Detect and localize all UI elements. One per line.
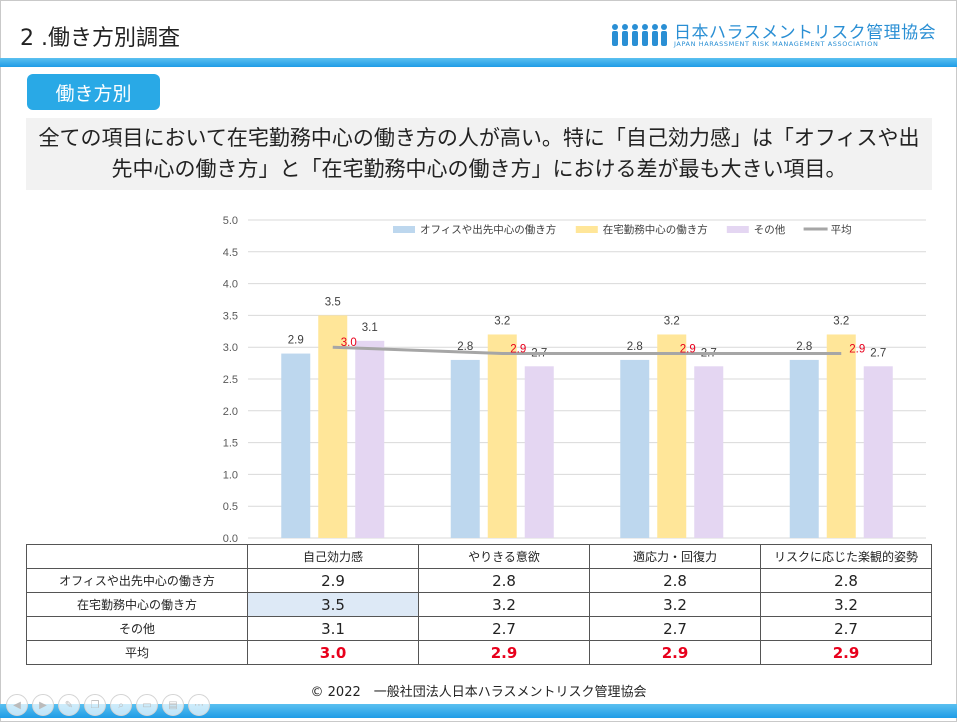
row-label: その他 [26, 616, 248, 641]
notes-icon[interactable]: ▤ [162, 694, 184, 716]
bar-chart: 0.0 0.5 1.0 1.5 2.0 2.5 3.0 3.5 4.0 4.5 5.0 2.9 3.5 3… [223, 215, 926, 545]
bar-office [620, 359, 650, 538]
section-tag: 働き方別 [27, 74, 160, 110]
y-tick-label: 2.5 [223, 374, 238, 386]
table-cell-highlighted: 3.5 [247, 592, 419, 617]
table-cell: 2.7 [760, 616, 932, 641]
bar-other [355, 340, 385, 538]
table-row: オフィスや出先中心の働き方 2.9 2.8 2.8 2.8 [26, 568, 932, 593]
summary-line-2: 先中心の働き方」と「在宅勤務中心の働き方」における差が最も大きい項目。 [111, 157, 847, 181]
bar-remote [318, 315, 348, 538]
table-cell: 3.2 [760, 592, 932, 617]
bar-data-label: 2.8 [627, 341, 643, 353]
more-icon[interactable]: ⋯ [188, 694, 210, 716]
table-cell: 2.7 [589, 616, 761, 641]
copyright-footer: © 2022 一般社団法人日本ハラスメントリスク管理協会 [310, 685, 647, 700]
legend-swatch [575, 226, 598, 233]
y-tick-label: 1.5 [223, 438, 238, 450]
table-row: 在宅勤務中心の働き方 3.5 3.2 3.2 3.2 [26, 592, 932, 617]
y-tick-label: 2.0 [223, 406, 238, 418]
average-data-label: 3.0 [341, 337, 357, 349]
average-data-label: 2.9 [849, 344, 865, 356]
logo-name: 日本ハラスメントリスク管理協会 [674, 23, 937, 43]
bar-data-label: 3.2 [494, 315, 510, 327]
page-title: 2 .働き方別調査 [20, 26, 180, 51]
table-cell: 2.9 [760, 640, 932, 665]
row-label: オフィスや出先中心の働き方 [26, 568, 248, 593]
table-header-row: 自己効力感 やりきる意欲 適応力・回復力 リスクに応じた楽観的姿勢 [26, 544, 932, 569]
summary-line-1: 全ての項目において在宅勤務中心の働き方の人が高い。特に「自己効力感」は「オフィス… [38, 126, 920, 150]
bar-office [281, 353, 311, 538]
table-header-cell: 適応力・回復力 [589, 544, 761, 569]
bar-data-label: 3.5 [325, 296, 341, 308]
bar-data-label: 3.2 [664, 315, 680, 327]
header-bar [0, 58, 957, 67]
bar-office [450, 359, 480, 538]
slides-icon[interactable]: ▭ [136, 694, 158, 716]
association-logo: 日本ハラスメントリスク管理協会 JAPAN HARASSMENT RISK MA… [610, 18, 940, 52]
table-cell: 2.9 [418, 640, 590, 665]
slideshow-controls: ◀ ▶ ✎ ❐ ⌕ ▭ ▤ ⋯ [6, 694, 210, 716]
average-data-label: 2.9 [680, 344, 696, 356]
row-label: 平均 [26, 640, 248, 665]
table-header-cell: リスクに応じた楽観的姿勢 [760, 544, 932, 569]
table-cell: 2.9 [247, 568, 419, 593]
table-cell: 3.2 [589, 592, 761, 617]
legend-swatch [393, 226, 415, 233]
table-cell: 3.0 [247, 640, 419, 665]
people-logo-icon [612, 24, 667, 46]
y-tick-label: 4.0 [223, 279, 238, 291]
table-corner-cell [26, 544, 248, 569]
legend-label: 在宅勤務中心の働き方 [603, 223, 708, 236]
row-label: 在宅勤務中心の働き方 [26, 592, 248, 617]
bar-other [524, 366, 554, 538]
legend-label: 平均 [831, 224, 852, 236]
table-cell: 2.8 [589, 568, 761, 593]
table-row: その他 3.1 2.7 2.7 2.7 [26, 616, 932, 641]
bar-data-label: 3.2 [833, 315, 849, 327]
bar-remote [826, 334, 856, 538]
bar-other [694, 366, 724, 538]
bar-data-label: 2.8 [457, 341, 473, 353]
table-cell: 2.8 [760, 568, 932, 593]
y-tick-label: 0.0 [223, 533, 238, 545]
bar-other [863, 366, 893, 538]
y-tick-label: 0.5 [223, 501, 238, 513]
y-tick-label: 4.5 [223, 247, 238, 259]
table-cell: 2.7 [418, 616, 590, 641]
copy-icon[interactable]: ❐ [84, 694, 106, 716]
prev-icon[interactable]: ◀ [6, 694, 28, 716]
bar-data-label: 2.7 [870, 347, 886, 359]
footer-bar [0, 704, 957, 718]
next-icon[interactable]: ▶ [32, 694, 54, 716]
table-row-average: 平均 3.0 2.9 2.9 2.9 [26, 640, 932, 665]
bar-office [789, 359, 819, 538]
zoom-icon[interactable]: ⌕ [110, 694, 132, 716]
summary-box: 全ての項目において在宅勤務中心の働き方の人が高い。特に「自己効力感」は「オフィス… [26, 118, 932, 190]
y-tick-label: 1.0 [223, 469, 238, 481]
average-line [332, 345, 842, 356]
legend-swatch [726, 226, 749, 233]
table-cell: 2.8 [418, 568, 590, 593]
bar-data-label: 2.8 [796, 341, 812, 353]
pen-icon[interactable]: ✎ [58, 694, 80, 716]
y-tick-label: 3.0 [223, 342, 238, 354]
legend-label: その他 [754, 223, 786, 236]
bar-data-label: 3.1 [362, 322, 378, 334]
bar-remote [487, 334, 517, 538]
table-cell: 3.2 [418, 592, 590, 617]
bar-data-label: 2.9 [288, 335, 304, 347]
table-header-cell: 自己効力感 [247, 544, 419, 569]
legend-label: オフィスや出先中心の働き方 [420, 223, 556, 236]
bar-remote [657, 334, 687, 538]
logo-subtitle: JAPAN HARASSMENT RISK MANAGEMENT ASSOCIA… [674, 40, 879, 48]
y-tick-label: 5.0 [223, 215, 238, 227]
table-header-cell: やりきる意欲 [418, 544, 590, 569]
table-cell: 3.1 [247, 616, 419, 641]
data-table: 自己効力感 やりきる意欲 適応力・回復力 リスクに応じた楽観的姿勢 オフィスや出… [26, 544, 932, 665]
average-data-label: 2.9 [510, 344, 526, 356]
y-tick-label: 3.5 [223, 310, 238, 322]
table-cell: 2.9 [589, 640, 761, 665]
